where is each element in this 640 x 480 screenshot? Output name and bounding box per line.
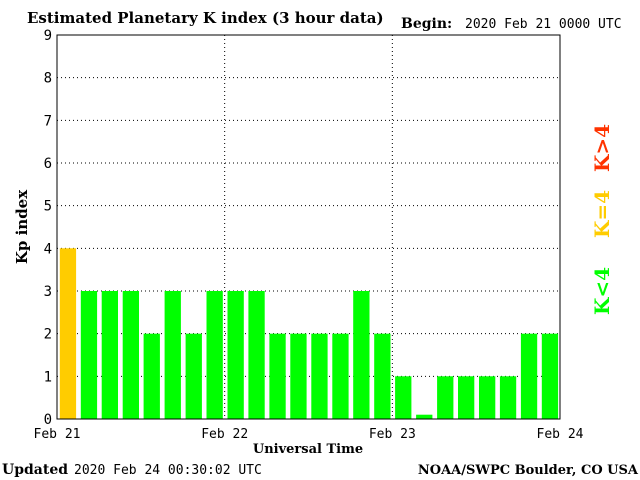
kp-bar-10 <box>269 333 286 419</box>
updated-label: Updated <box>2 462 68 478</box>
kp-bar-22 <box>520 333 538 419</box>
updated-value: 2020 Feb 24 00:30:02 UTC <box>74 463 262 478</box>
plot-frame <box>56 34 561 420</box>
kp-bar-21 <box>499 376 517 419</box>
kp-bar-17 <box>416 414 433 419</box>
y-tick-label-3: 3 <box>44 284 52 300</box>
y-tick-label-6: 6 <box>44 156 52 172</box>
y-tick-label-1: 1 <box>44 369 52 385</box>
x-tick-labels: Feb 21 Feb 22 Feb 23 Feb 24 <box>34 427 584 442</box>
kp-bar-8 <box>227 291 244 419</box>
y-tick-label-2: 2 <box>44 327 52 343</box>
legend-k-above-4: K>4 <box>590 124 614 172</box>
kp-bar-2 <box>101 291 118 419</box>
y-axis-label: Kp index <box>13 189 31 264</box>
kp-bar-4 <box>143 333 160 419</box>
kp-bar-14 <box>353 291 370 419</box>
kp-bar-12 <box>311 333 328 419</box>
legend-k-equal-4: K=4 <box>590 190 614 238</box>
y-tick-label-4: 4 <box>44 241 52 257</box>
kp-bar-7 <box>206 291 223 419</box>
y-tick-label-0: 0 <box>44 412 52 428</box>
grid-lines <box>57 35 560 419</box>
x-tick-label-feb23: Feb 23 <box>369 427 416 442</box>
kp-bar-18 <box>437 376 454 419</box>
kp-bar-15 <box>374 333 391 419</box>
y-tick-label-5: 5 <box>44 199 52 215</box>
kp-bar-13 <box>332 333 349 419</box>
chart-title: Estimated Planetary K index (3 hour data… <box>27 9 384 27</box>
kp-bar-20 <box>479 376 496 419</box>
bars <box>59 248 559 419</box>
x-tick-label-feb24: Feb 24 <box>537 427 584 442</box>
x-tick-label-feb21: Feb 21 <box>34 427 81 442</box>
kp-bar-16 <box>395 376 412 419</box>
kp-bar-1 <box>80 291 98 419</box>
legend-k-below-4: K<4 <box>590 267 614 315</box>
y-tick-labels: 0 1 2 3 4 5 6 7 8 9 <box>44 28 52 428</box>
kp-bar-23 <box>541 333 559 419</box>
begin-label: Begin: <box>401 16 452 32</box>
kp-bar-11 <box>290 333 307 419</box>
kp-bar-19 <box>458 376 475 419</box>
y-tick-label-9: 9 <box>44 28 52 44</box>
kp-bar-3 <box>122 291 139 419</box>
x-tick-label-feb22: Feb 22 <box>201 427 248 442</box>
kp-bar-5 <box>164 291 181 419</box>
y-tick-label-8: 8 <box>44 71 52 87</box>
kp-bar-0 <box>59 248 77 419</box>
y-tick-label-7: 7 <box>44 113 52 129</box>
kp-bar-9 <box>248 291 265 419</box>
x-axis-label: Universal Time <box>253 442 363 457</box>
begin-value: 2020 Feb 21 0000 UTC <box>465 17 622 32</box>
kp-bar-6 <box>185 333 202 419</box>
source-credit: NOAA/SWPC Boulder, CO USA <box>418 463 639 478</box>
